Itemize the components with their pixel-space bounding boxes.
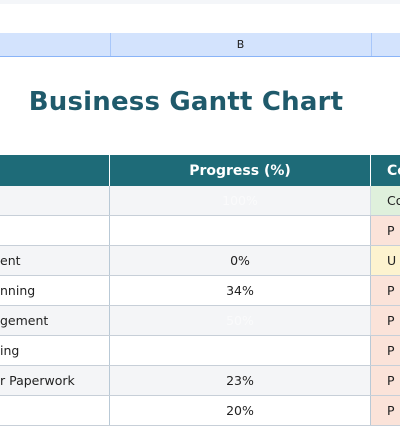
title-cell[interactable]: Business Gantt Chart (0, 57, 400, 155)
toolbar-strip (0, 0, 400, 34)
table-row: r Paperwork 23% P (0, 366, 400, 396)
table-header-row: Progress (%) Co (0, 155, 400, 186)
progress-cell[interactable]: 100% (110, 186, 371, 215)
progress-cell[interactable]: 20% (110, 396, 371, 425)
column-header-a[interactable] (0, 33, 111, 56)
progress-cell[interactable]: 23% (110, 366, 371, 395)
header-task[interactable] (0, 155, 110, 186)
status-cell[interactable]: P (371, 396, 400, 425)
progress-cell[interactable] (110, 336, 371, 365)
task-cell[interactable]: r Paperwork (0, 366, 110, 395)
column-header-b[interactable]: B (110, 33, 372, 56)
column-header-c[interactable] (371, 33, 400, 56)
task-cell[interactable]: nning (0, 276, 110, 305)
table-row: 100% Co (0, 186, 400, 216)
table-row: P (0, 216, 400, 246)
progress-cell[interactable]: 0% (110, 246, 371, 275)
header-status[interactable]: Co (387, 162, 400, 179)
table-row: ent 0% U (0, 246, 400, 276)
task-cell[interactable] (0, 396, 110, 425)
sheet-title: Business Gantt Chart (28, 87, 344, 117)
table-row: 20% P (0, 396, 400, 426)
table-row: ing P (0, 336, 400, 366)
table-row: nning 34% P (0, 276, 400, 306)
status-cell[interactable]: Co (371, 186, 400, 215)
status-cell[interactable]: P (371, 366, 400, 395)
task-cell[interactable]: ing (0, 336, 110, 365)
status-cell[interactable]: P (371, 216, 400, 245)
task-cell[interactable] (0, 186, 110, 215)
status-cell[interactable]: U (371, 246, 400, 275)
column-header-bar: B (0, 33, 400, 57)
header-progress[interactable]: Progress (%) (110, 155, 371, 186)
gantt-table: Progress (%) Co 100%CoPent0%Unning34%Pge… (0, 155, 400, 426)
progress-cell[interactable]: 34% (110, 276, 371, 305)
progress-cell[interactable]: 50% (110, 306, 371, 335)
status-cell[interactable]: P (371, 276, 400, 305)
task-cell[interactable] (0, 216, 110, 245)
progress-cell[interactable] (110, 216, 371, 245)
table-row: gement 50% P (0, 306, 400, 336)
task-cell[interactable]: gement (0, 306, 110, 335)
status-cell[interactable]: P (371, 306, 400, 335)
status-cell[interactable]: P (371, 336, 400, 365)
task-cell[interactable]: ent (0, 246, 110, 275)
toolbar-edge (0, 0, 400, 4)
